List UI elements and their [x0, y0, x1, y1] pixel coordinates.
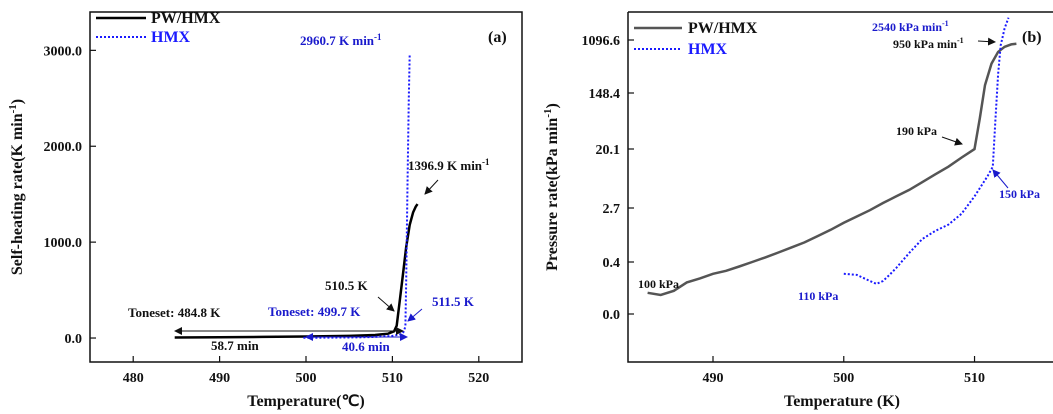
chart-b-ytick-label: 0.0	[603, 308, 621, 323]
chart-b-frame	[627, 12, 1053, 363]
arrow-b-hmx-knee	[992, 169, 1009, 189]
chart-a-xtick-label: 480	[123, 371, 144, 386]
ann-a-pw-onset-end: 510.5 K	[325, 278, 369, 293]
legend-b-pwhmx-label: PW/HMX	[688, 20, 758, 37]
arrow-b-pw-knee	[941, 136, 963, 146]
ann-b-pw-start: 100 kPa	[638, 277, 679, 291]
chart-a: 480 490 500 510 520 0.0 1000.0 2000.0 3000.0 Tem…	[7, 10, 523, 410]
series-b-hmx-line	[843, 17, 1010, 285]
chart-a-panel-label: (a)	[488, 29, 507, 46]
chart-b-ytick-label: 1096.6	[582, 34, 621, 49]
chart-b-ytick-label: 148.4	[589, 87, 621, 102]
ann-b-pw-peak: 950 kPa min-1	[893, 36, 964, 51]
ann-a-pw-duration: 58.7 min	[211, 338, 259, 353]
chart-a-xtick-label: 510	[382, 371, 403, 386]
chart-a-ylabel: Self-heating rate(K min-1)	[7, 99, 26, 275]
chart-b-xtick-label: 500	[833, 371, 854, 386]
chart-b-ytick-label: 20.1	[596, 143, 621, 158]
ann-a-hmx-duration: 40.6 min	[342, 339, 390, 354]
legend-a-hmx-label: HMX	[151, 29, 191, 46]
chart-a-ytick-label: 1000.0	[44, 236, 83, 251]
ann-a-hmx-peak: 2960.7 K min-1	[300, 32, 382, 48]
ann-a-hmx-onset-end: 511.5 K	[432, 294, 475, 309]
ann-b-pw-knee: 190 kPa	[896, 124, 937, 138]
chart-b-xlabel: Temperature (K)	[784, 393, 900, 410]
chart-a-legend: PW/HMX HMX	[96, 10, 221, 46]
chart-b-xtick-label: 510	[964, 371, 985, 386]
chart-a-xtick-label: 490	[209, 371, 230, 386]
series-b-pwhmx-line	[647, 42, 1017, 297]
ann-b-hmx-peak: 2540 kPa min-1	[872, 19, 949, 34]
ann-b-hmx-knee: 150 kPa	[999, 187, 1040, 201]
chart-a-series	[174, 54, 419, 339]
chart-b-ytick-label: 2.7	[603, 202, 621, 217]
chart-b-xtick-label: 490	[703, 371, 724, 386]
ann-a-pw-peak: 1396.9 K min-1	[408, 157, 490, 173]
series-a-hmx-line	[303, 54, 411, 339]
chart-a-ytick-label: 3000.0	[44, 44, 83, 59]
legend-b-hmx-label: HMX	[688, 41, 728, 58]
chart-a-ticks: 480 490 500 510 520 0.0 1000.0 2000.0 3000.0	[44, 44, 490, 386]
chart-b-legend: PW/HMX HMX	[634, 20, 758, 58]
ann-a-pw-onset: Toneset: 484.8 K	[128, 305, 221, 320]
ann-a-hmx-onset: Toneset: 499.7 K	[268, 304, 361, 319]
legend-a-pwhmx-label: PW/HMX	[151, 10, 221, 27]
chart-b-ticks: 490 500 510 0.0 0.4 2.7 20.1 148.4 1096.6	[582, 34, 986, 386]
chart-b-ylabel: Pressure rate(kPa min-1)	[542, 103, 561, 271]
chart-b-panel-label: (b)	[1022, 29, 1042, 46]
chart-a-ytick-label: 0.0	[65, 332, 83, 347]
chart-b: 490 500 510 0.0 0.4 2.7 20.1 148.4 1096.6 Temper…	[542, 11, 1053, 410]
chart-b-ytick-label: 0.4	[603, 256, 621, 271]
chart-b-series	[647, 17, 1017, 297]
arrow-b-pw-peak	[977, 37, 996, 46]
chart-a-xtick-label: 500	[296, 371, 317, 386]
ann-b-hmx-start: 110 kPa	[798, 289, 838, 303]
arrow-a-pw-onset-end	[377, 296, 395, 312]
chart-a-xtick-label: 520	[468, 371, 489, 386]
arrow-a-pw-peak	[424, 179, 439, 195]
arrow-a-hmx-onset-end	[407, 308, 423, 322]
chart-a-ytick-label: 2000.0	[44, 140, 83, 155]
chart-a-xlabel: Temperature(℃)	[247, 393, 365, 410]
